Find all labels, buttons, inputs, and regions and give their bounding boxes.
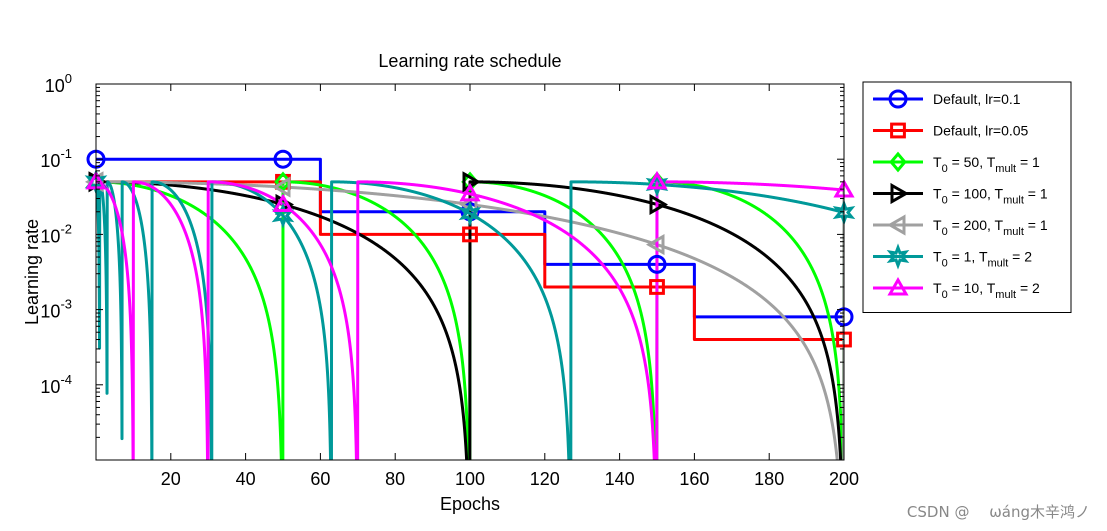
series-marker-5-3 xyxy=(645,171,669,198)
series-marker-4-1 xyxy=(271,176,291,198)
axes: 20 40 60 80 100 120 140 160 180 200 100 10-1 10-2 10-… xyxy=(40,71,859,489)
legend-label-5: T0 = 1, Tmult = 2 xyxy=(933,249,1032,270)
legend-marker-5 xyxy=(886,243,910,270)
y-tick-label-3: 10-3 xyxy=(40,297,72,322)
x-tick-label-0: 20 xyxy=(161,469,181,489)
y-tick-label-0: 100 xyxy=(45,71,72,96)
series-marker-6-1 xyxy=(272,193,294,212)
legend-marker-2 xyxy=(889,151,907,173)
y-tick-label-4: 10-4 xyxy=(40,372,72,397)
legend-marker-1 xyxy=(890,122,906,139)
y-axis-label: Learning rate xyxy=(22,219,42,325)
legend-label-4: T0 = 200, Tmult = 1 xyxy=(933,217,1048,238)
legend-label-2: T0 = 50, Tmult = 1 xyxy=(933,154,1040,175)
x-axis-label: Epochs xyxy=(440,494,500,514)
x-tick-label-9: 200 xyxy=(829,469,859,489)
series-line-3 xyxy=(96,180,844,460)
x-tick-label-5: 120 xyxy=(530,469,560,489)
series-marker-0-3 xyxy=(647,254,667,274)
series-layer xyxy=(96,157,844,460)
legend-marker-4 xyxy=(886,214,906,236)
series-marker-3-3 xyxy=(649,193,669,216)
y-tick-label-2: 10-2 xyxy=(40,221,72,246)
legend-label-0: Default, lr=0.1 xyxy=(933,91,1021,107)
legend-marker-0 xyxy=(888,89,908,109)
legend: Default, lr=0.1 Default, lr=0.05 T0 = 50, … xyxy=(862,81,1072,313)
x-tick-label-1: 40 xyxy=(236,469,256,489)
x-tick-label-6: 140 xyxy=(605,469,635,489)
series-marker-1-1 xyxy=(462,226,478,243)
series-marker-1-2 xyxy=(649,279,665,295)
x-tick-label-7: 160 xyxy=(679,469,709,489)
series-marker-4-3 xyxy=(645,233,665,256)
legend-marker-3 xyxy=(890,182,910,205)
x-tick-label-3: 80 xyxy=(385,469,405,489)
chart-title: Learning rate schedule xyxy=(378,51,561,71)
x-tick-label-8: 180 xyxy=(754,469,784,489)
legend-label-1: Default, lr=0.05 xyxy=(933,123,1029,139)
y-tick-label-1: 10-1 xyxy=(40,146,72,171)
x-tick-label-4: 100 xyxy=(455,469,485,489)
legend-marker-6 xyxy=(887,276,909,296)
watermark: CSDN @ ωáng木辛鸿ノ xyxy=(907,503,1090,521)
legend-label-6: T0 = 10, Tmult = 2 xyxy=(933,280,1040,301)
x-tick-label-2: 60 xyxy=(310,469,330,489)
series-marker-0-1 xyxy=(273,149,293,169)
series-marker-5-2 xyxy=(458,200,482,227)
series-marker-6-3 xyxy=(646,170,668,190)
series-line-6 xyxy=(96,180,844,460)
legend-label-3: T0 = 100, Tmult = 1 xyxy=(933,186,1048,207)
series-marker-6-2 xyxy=(459,182,481,202)
